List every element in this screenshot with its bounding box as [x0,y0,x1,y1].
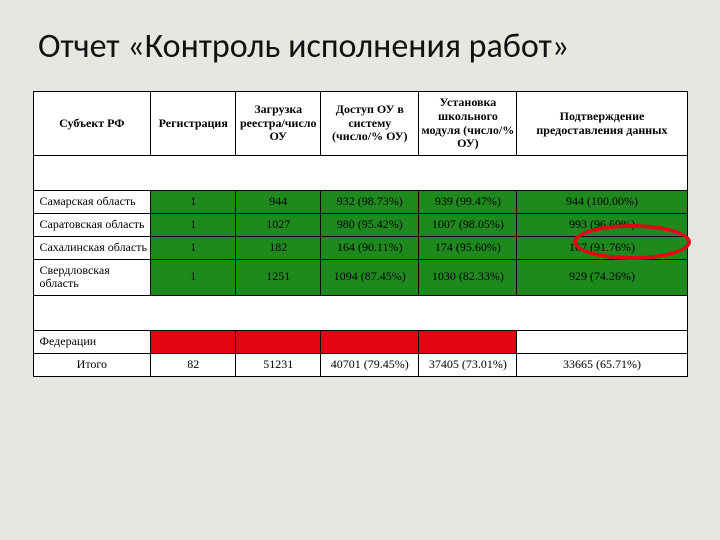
cell-confirm: 944 (100.00%) [517,191,687,214]
cell-access: 164 (90.11%) [321,236,419,259]
cell-load: 1251 [236,259,321,296]
cell-total-reg: 82 [151,353,236,376]
th-confirm: Подтверждение предоставления данных [517,92,687,156]
cell-confirm: 929 (74.26%) [517,259,687,296]
cell-subject: Саратовская область [33,213,151,236]
cell-total-access: 40701 (79.45%) [321,353,419,376]
cell-access: 1094 (87.45%) [321,259,419,296]
cell-total-label: Итого [33,353,151,376]
table-row: Сахалинская область 1 182 164 (90.11%) 1… [33,236,687,259]
cell-total-load: 51231 [236,353,321,376]
report-table-wrap: Субъект РФ Регистрация Загрузка реестра/… [33,91,688,377]
th-register: Регистрация [151,92,236,156]
cell-install: 1007 (98.05%) [419,213,517,236]
cell-confirm: 993 (96.69%) [517,213,687,236]
total-row: Итого 82 51231 40701 (79.45%) 37405 (73.… [33,353,687,376]
cell-redbar [321,331,419,354]
cell-redbar [236,331,321,354]
spacer-row-mid [33,296,687,331]
cell-total-install: 37405 (73.01%) [419,353,517,376]
cell-total-confirm: 33665 (65.71%) [517,353,687,376]
cell-reg: 1 [151,259,236,296]
cell-load: 182 [236,236,321,259]
th-subject: Субъект РФ [33,92,151,156]
cell-install: 939 (99.47%) [419,191,517,214]
cell-confirm: 167 (91.76%) [517,236,687,259]
cell-subject: Сахалинская область [33,236,151,259]
table-row: Самарская область 1 944 932 (98.73%) 939… [33,191,687,214]
table-row: Саратовская область 1 1027 980 (95.42%) … [33,213,687,236]
cell-redbar [151,331,236,354]
header-row: Субъект РФ Регистрация Загрузка реестра/… [33,92,687,156]
federation-row: Федерации [33,331,687,354]
table-row: Свердловская область 1 1251 1094 (87.45%… [33,259,687,296]
report-table: Субъект РФ Регистрация Загрузка реестра/… [33,91,688,377]
cell-reg: 1 [151,236,236,259]
cell-empty [517,331,687,354]
slide: Отчет «Контроль исполнения работ» Субъек… [0,0,720,540]
cell-access: 980 (95.42%) [321,213,419,236]
cell-reg: 1 [151,213,236,236]
cell-federation-label: Федерации [33,331,151,354]
cell-load: 1027 [236,213,321,236]
cell-reg: 1 [151,191,236,214]
th-install: Установка школьного модуля (число/% ОУ) [419,92,517,156]
cell-load: 944 [236,191,321,214]
cell-access: 932 (98.73%) [321,191,419,214]
cell-redbar [419,331,517,354]
cell-subject: Самарская область [33,191,151,214]
th-load: Загрузка реестра/число ОУ [236,92,321,156]
spacer-row-top [33,156,687,191]
th-access: Доступ ОУ в систему (число/% ОУ) [321,92,419,156]
cell-install: 174 (95.60%) [419,236,517,259]
cell-install: 1030 (82.33%) [419,259,517,296]
cell-subject: Свердловская область [33,259,151,296]
page-title: Отчет «Контроль исполнения работ» [38,26,690,67]
